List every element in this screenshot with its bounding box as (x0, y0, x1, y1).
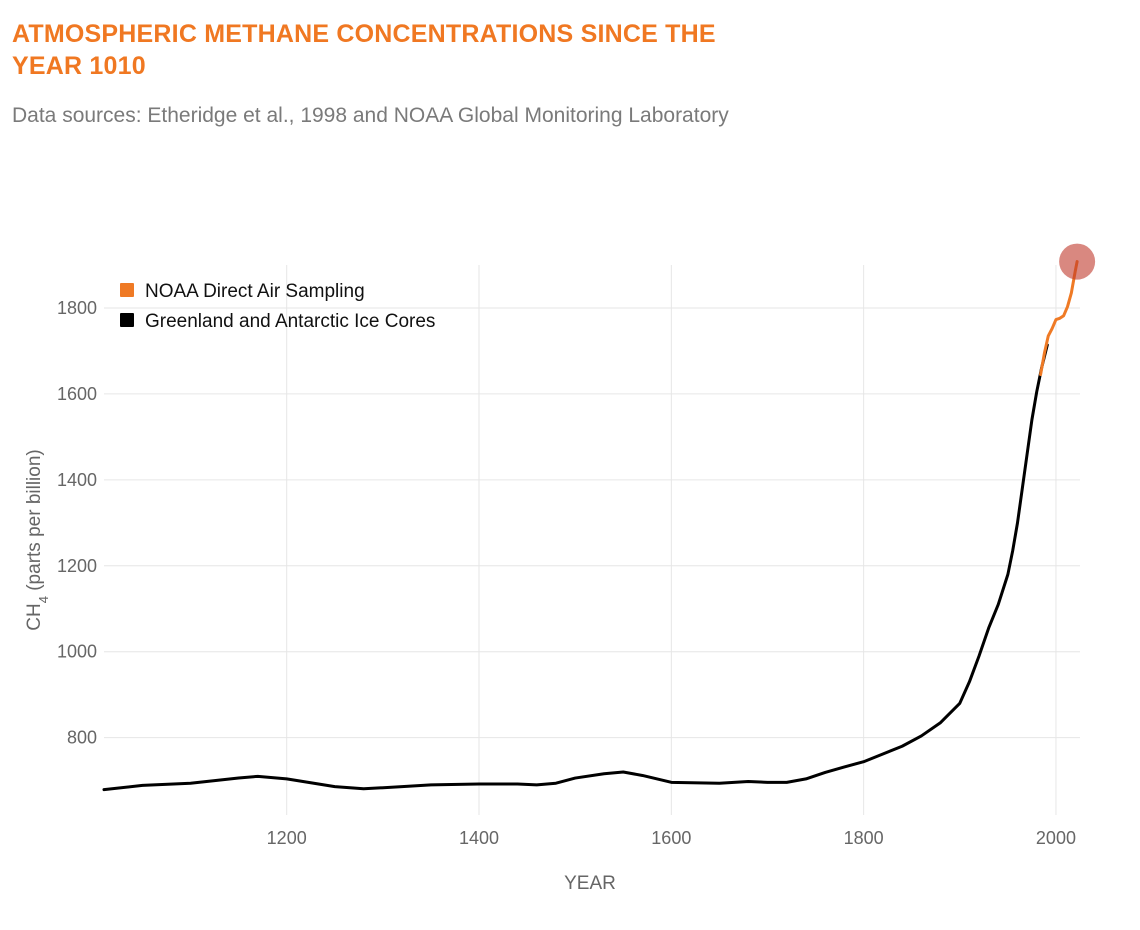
legend[interactable]: NOAA Direct Air Sampling Greenland and An… (117, 280, 435, 332)
y-tick-label: 1800 (57, 298, 97, 318)
latest-value-marker[interactable] (1059, 243, 1096, 280)
x-tick-label: 2000 (1036, 828, 1076, 848)
y-tick-label: 1000 (57, 642, 97, 662)
x-tick-label: 1200 (267, 828, 307, 848)
legend-swatch[interactable] (120, 283, 134, 297)
ice-core-series-line (102, 343, 1049, 792)
chart-title: ATMOSPHERIC METHANE CONCENTRATIONS SINCE… (12, 20, 716, 80)
y-tick-label: 800 (67, 728, 97, 748)
series-lines (102, 243, 1096, 792)
y-tick-label: 1600 (57, 384, 97, 404)
legend-label[interactable]: NOAA Direct Air Sampling (145, 281, 365, 302)
chart-subtitle: Data sources: Etheridge et al., 1998 and… (12, 104, 729, 127)
grid (104, 265, 1080, 815)
tick-labels: 1200 1400 1600 1800 2000 800 1000 1200 1400 1600 1… (57, 298, 1076, 848)
x-tick-label: 1800 (844, 828, 884, 848)
legend-swatch[interactable] (120, 313, 134, 327)
x-axis-title: YEAR (564, 873, 616, 894)
x-tick-label: 1600 (651, 828, 691, 848)
noaa-series-line (1039, 260, 1079, 377)
axis-titles: YEAR CH4 (parts per billion) (24, 449, 616, 894)
y-axis-title: CH4 (parts per billion) (24, 449, 51, 630)
legend-label[interactable]: Greenland and Antarctic Ice Cores (145, 311, 435, 332)
y-tick-label: 1200 (57, 556, 97, 576)
y-tick-label: 1400 (57, 470, 97, 490)
x-tick-label: 1400 (459, 828, 499, 848)
